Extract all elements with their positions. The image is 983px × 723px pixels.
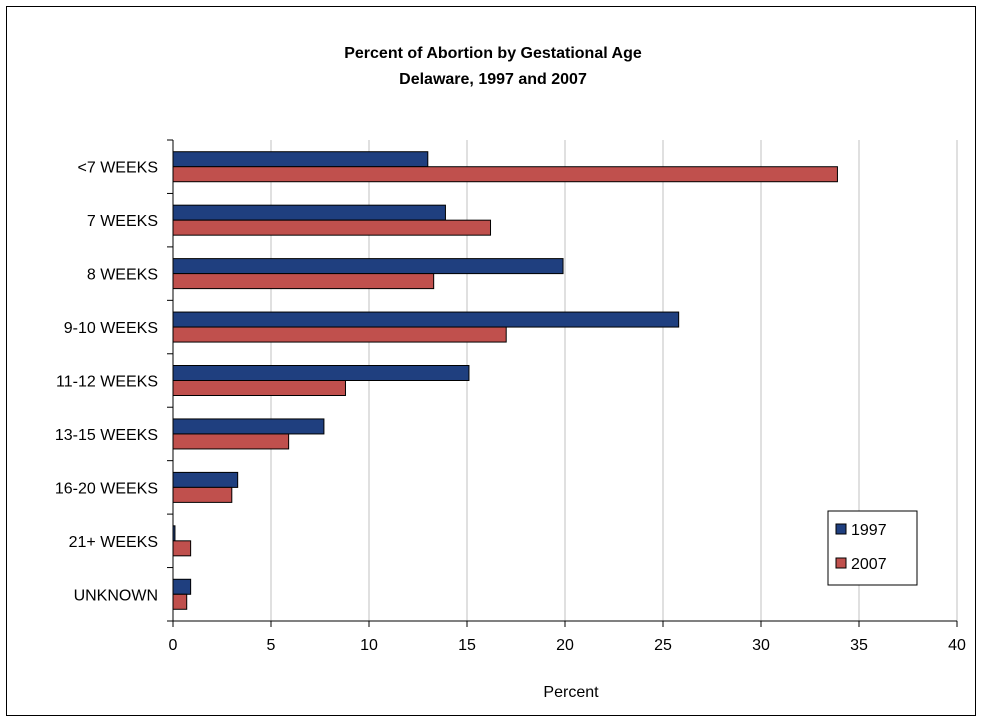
- legend-label-1997: 1997: [851, 522, 887, 539]
- category-label-7-weeks: 7 WEEKS: [87, 213, 158, 230]
- category-label-13-15-weeks: 13-15 WEEKS: [55, 427, 158, 444]
- category-label-7-weeks: <7 WEEKS: [78, 160, 158, 177]
- bar-2007-unknown: [172, 593, 188, 610]
- x-tick-label-30: 30: [752, 637, 770, 654]
- category-label-11-12-weeks: 11-12 WEEKS: [56, 374, 158, 391]
- bar-2007-16-20-weeks: [172, 486, 233, 503]
- chart-frame: Percent of Abortion by Gestational Age D…: [6, 6, 976, 716]
- category-label-8-weeks: 8 WEEKS: [87, 267, 158, 284]
- bar-1997-13-15-weeks: [172, 418, 325, 435]
- legend-swatch-2007: [835, 557, 847, 569]
- x-axis-label: Percent: [543, 684, 599, 701]
- x-tick-label-0: 0: [169, 637, 178, 654]
- bar-2007-21-weeks: [172, 540, 192, 557]
- bar-2007-13-15-weeks: [172, 433, 290, 450]
- legend-swatch-1997: [835, 523, 847, 535]
- bar-2007-11-12-weeks: [172, 380, 346, 396]
- bar-1997-11-12-weeks: [172, 365, 470, 381]
- x-tick-labels: 0 5 10 15 20 25 30 35 40: [169, 637, 966, 654]
- bar-1997-7-weeks: [172, 151, 429, 168]
- x-tick-label-10: 10: [360, 637, 378, 654]
- bar-2007-7-weeks: [172, 219, 492, 236]
- bar-2007-9-10-weeks: [172, 326, 507, 343]
- bar-1997-unknown: [172, 578, 192, 595]
- bar-1997-9-10-weeks: [172, 311, 680, 328]
- bars: [172, 151, 838, 610]
- x-tick-label-15: 15: [458, 637, 476, 654]
- category-label-unknown: UNKNOWN: [74, 587, 158, 604]
- legend-label-2007: 2007: [851, 556, 887, 573]
- chart-subtitle: Delaware, 1997 and 2007: [399, 71, 587, 88]
- legend-box: [827, 510, 918, 586]
- chart: Percent of Abortion by Gestational Age D…: [55, 45, 966, 701]
- x-tick-label-35: 35: [850, 637, 868, 654]
- bar-2007-7-weeks: [172, 166, 838, 183]
- x-tick-label-40: 40: [948, 637, 966, 654]
- bar-1997-16-20-weeks: [172, 471, 239, 488]
- category-label-16-20-weeks: 16-20 WEEKS: [55, 480, 158, 497]
- legend: 1997 2007: [827, 510, 918, 586]
- axes: [167, 139, 958, 627]
- category-label-21-weeks: 21+ WEEKS: [69, 534, 158, 551]
- category-labels: <7 WEEKS 7 WEEKS 8 WEEKS 9-10 WEEKS 11-12 WE…: [55, 160, 158, 605]
- x-tick-label-20: 20: [556, 637, 574, 654]
- bar-1997-7-weeks: [172, 204, 446, 221]
- x-tick-label-25: 25: [654, 637, 672, 654]
- bar-1997-8-weeks: [172, 258, 564, 275]
- chart-title: Percent of Abortion by Gestational Age: [344, 45, 642, 62]
- category-label-9-10-weeks: 9-10 WEEKS: [64, 320, 158, 337]
- x-tick-label-5: 5: [267, 637, 276, 654]
- bar-2007-8-weeks: [172, 273, 435, 290]
